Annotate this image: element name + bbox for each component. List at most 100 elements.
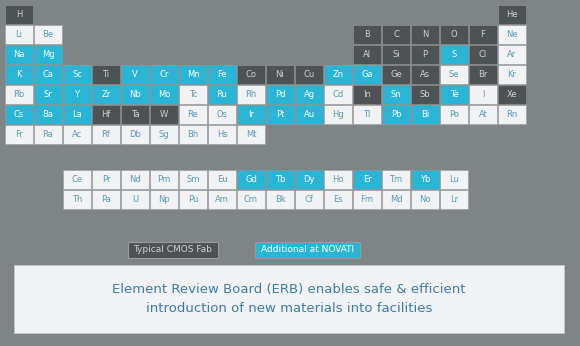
FancyBboxPatch shape [121,65,149,84]
Text: Sb: Sb [420,90,430,99]
Text: Rn: Rn [506,110,517,119]
Text: Br: Br [478,70,488,79]
FancyBboxPatch shape [382,25,410,44]
FancyBboxPatch shape [295,105,323,124]
Text: C: C [393,30,399,39]
Text: Ge: Ge [390,70,402,79]
Text: Db: Db [129,130,141,139]
Text: Cu: Cu [303,70,314,79]
Text: Fr: Fr [15,130,23,139]
Text: Rh: Rh [245,90,256,99]
Text: Sr: Sr [44,90,52,99]
Text: Bh: Bh [187,130,198,139]
Text: Sn: Sn [391,90,401,99]
Text: Yb: Yb [420,175,430,184]
Text: K: K [16,70,22,79]
Text: Po: Po [449,110,459,119]
Text: Sm: Sm [186,175,200,184]
FancyBboxPatch shape [92,105,120,124]
Text: No: No [419,195,431,204]
Text: Rf: Rf [102,130,110,139]
Text: Si: Si [392,50,400,59]
Text: At: At [478,110,487,119]
Text: U: U [132,195,138,204]
Text: Gd: Gd [245,175,257,184]
FancyBboxPatch shape [121,85,149,104]
FancyBboxPatch shape [121,190,149,209]
Text: Nb: Nb [129,90,141,99]
Text: He: He [506,10,518,19]
Text: Np: Np [158,195,170,204]
Text: Zn: Zn [332,70,343,79]
Text: Kr: Kr [508,70,517,79]
Text: Sg: Sg [159,130,169,139]
FancyBboxPatch shape [295,190,323,209]
Text: Cf: Cf [304,195,313,204]
FancyBboxPatch shape [266,85,294,104]
FancyBboxPatch shape [179,170,207,189]
FancyBboxPatch shape [469,85,497,104]
Text: Dy: Dy [303,175,315,184]
Text: H: H [16,10,22,19]
FancyBboxPatch shape [63,190,91,209]
FancyBboxPatch shape [324,85,352,104]
FancyBboxPatch shape [208,125,236,144]
FancyBboxPatch shape [440,190,468,209]
Text: Eu: Eu [217,175,227,184]
FancyBboxPatch shape [121,125,149,144]
Text: In: In [363,90,371,99]
FancyBboxPatch shape [237,105,265,124]
FancyBboxPatch shape [121,105,149,124]
FancyBboxPatch shape [382,105,410,124]
Text: Ti: Ti [103,70,110,79]
FancyBboxPatch shape [498,5,526,24]
FancyBboxPatch shape [179,85,207,104]
Text: Ni: Ni [276,70,284,79]
Text: Am: Am [215,195,229,204]
FancyBboxPatch shape [440,65,468,84]
FancyBboxPatch shape [411,65,439,84]
Text: F: F [481,30,485,39]
Text: Ru: Ru [216,90,227,99]
Text: Ir: Ir [248,110,254,119]
FancyBboxPatch shape [179,65,207,84]
Text: Cd: Cd [332,90,343,99]
Text: Es: Es [333,195,343,204]
FancyBboxPatch shape [208,65,236,84]
Text: Tl: Tl [363,110,371,119]
FancyBboxPatch shape [266,105,294,124]
Text: Se: Se [449,70,459,79]
FancyBboxPatch shape [208,105,236,124]
Text: Pm: Pm [157,175,171,184]
FancyBboxPatch shape [208,85,236,104]
Text: Ag: Ag [303,90,314,99]
FancyBboxPatch shape [353,45,381,64]
FancyBboxPatch shape [440,170,468,189]
FancyBboxPatch shape [324,105,352,124]
Text: Hf: Hf [102,110,111,119]
FancyBboxPatch shape [208,190,236,209]
FancyBboxPatch shape [5,125,33,144]
Text: Cs: Cs [14,110,24,119]
Text: Re: Re [187,110,198,119]
FancyBboxPatch shape [324,65,352,84]
FancyBboxPatch shape [440,105,468,124]
FancyBboxPatch shape [411,85,439,104]
Text: Mt: Mt [246,130,256,139]
FancyBboxPatch shape [179,190,207,209]
FancyBboxPatch shape [237,65,265,84]
FancyBboxPatch shape [353,85,381,104]
Text: Os: Os [216,110,227,119]
Text: Co: Co [245,70,256,79]
FancyBboxPatch shape [498,65,526,84]
Text: Pb: Pb [391,110,401,119]
Text: Ba: Ba [42,110,53,119]
FancyBboxPatch shape [34,45,62,64]
Text: Au: Au [303,110,314,119]
FancyBboxPatch shape [92,125,120,144]
Text: Y: Y [74,90,79,99]
Text: Cl: Cl [479,50,487,59]
FancyBboxPatch shape [469,65,497,84]
FancyBboxPatch shape [411,190,439,209]
FancyBboxPatch shape [237,125,265,144]
